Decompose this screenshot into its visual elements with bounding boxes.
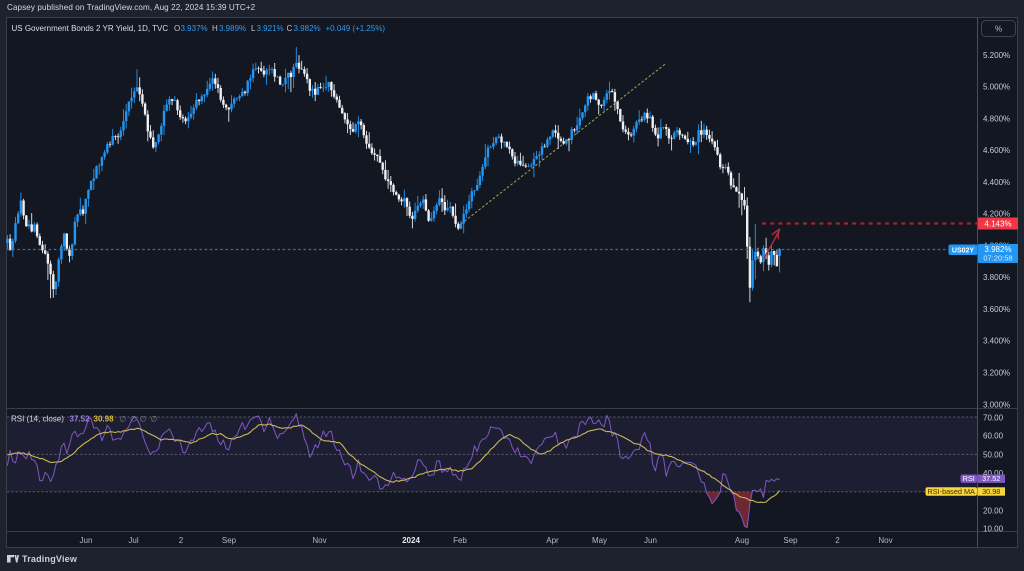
svg-text:40.00: 40.00 [983, 469, 1004, 478]
svg-text:Aug: Aug [735, 536, 749, 545]
svg-text:3.982%: 3.982% [984, 245, 1011, 254]
svg-text:RSI (14, close): RSI (14, close) [11, 415, 64, 424]
svg-text:H: H [212, 24, 218, 33]
svg-text:30.98: 30.98 [94, 415, 115, 424]
svg-text:+0.049 (+1.25%): +0.049 (+1.25%) [326, 24, 386, 33]
svg-text:30.98: 30.98 [982, 487, 1000, 496]
svg-text:US Government Bonds 2 YR Yield: US Government Bonds 2 YR Yield, 1D, TVC [12, 24, 169, 33]
svg-text:20.00: 20.00 [983, 506, 1004, 515]
svg-text:RSI-based MA: RSI-based MA [927, 487, 975, 496]
svg-text:10.00: 10.00 [983, 525, 1004, 534]
svg-text:∅: ∅ [120, 415, 127, 424]
svg-text:3.600%: 3.600% [983, 305, 1010, 314]
svg-text:4.143%: 4.143% [984, 219, 1011, 228]
svg-text:50.00: 50.00 [983, 450, 1004, 459]
svg-text:2: 2 [835, 536, 840, 545]
svg-text:3.921%: 3.921% [257, 24, 284, 33]
svg-text:4.800%: 4.800% [983, 114, 1010, 123]
svg-text:5.000%: 5.000% [983, 83, 1010, 92]
svg-text:Feb: Feb [453, 536, 467, 545]
svg-text:2: 2 [179, 536, 184, 545]
svg-text:3.937%: 3.937% [181, 24, 208, 33]
svg-text:Jun: Jun [80, 536, 93, 545]
svg-text:C: C [287, 24, 293, 33]
svg-text:∅: ∅ [140, 415, 147, 424]
svg-text:37.52: 37.52 [70, 415, 91, 424]
svg-text:%: % [995, 25, 1002, 34]
svg-text:3.000%: 3.000% [983, 400, 1010, 409]
svg-text:70.00: 70.00 [983, 414, 1004, 423]
svg-text:Sep: Sep [222, 536, 237, 545]
svg-text:60.00: 60.00 [983, 432, 1004, 441]
svg-text:07:20:58: 07:20:58 [983, 254, 1012, 263]
svg-text:Apr: Apr [546, 536, 559, 545]
svg-text:4.600%: 4.600% [983, 146, 1010, 155]
svg-text:L: L [251, 24, 256, 33]
svg-text:5.200%: 5.200% [983, 51, 1010, 60]
svg-text:3.200%: 3.200% [983, 368, 1010, 377]
svg-text:RSI: RSI [963, 474, 975, 483]
svg-text:Nov: Nov [878, 536, 892, 545]
svg-text:4.200%: 4.200% [983, 210, 1010, 219]
svg-text:3.800%: 3.800% [983, 273, 1010, 282]
svg-text:4.400%: 4.400% [983, 178, 1010, 187]
svg-text:2024: 2024 [402, 536, 420, 545]
svg-text:May: May [592, 536, 607, 545]
svg-text:∅: ∅ [130, 415, 137, 424]
svg-text:3.989%: 3.989% [219, 24, 246, 33]
svg-text:Jun: Jun [644, 536, 657, 545]
svg-text:Jul: Jul [128, 536, 138, 545]
svg-text:O: O [174, 24, 180, 33]
svg-text:3.982%: 3.982% [294, 24, 321, 33]
svg-text:Sep: Sep [783, 536, 798, 545]
svg-text:37.52: 37.52 [982, 474, 1000, 483]
svg-text:∅: ∅ [151, 415, 158, 424]
svg-text:3.400%: 3.400% [983, 337, 1010, 346]
svg-text:Nov: Nov [312, 536, 326, 545]
svg-text:US02Y: US02Y [952, 247, 975, 254]
